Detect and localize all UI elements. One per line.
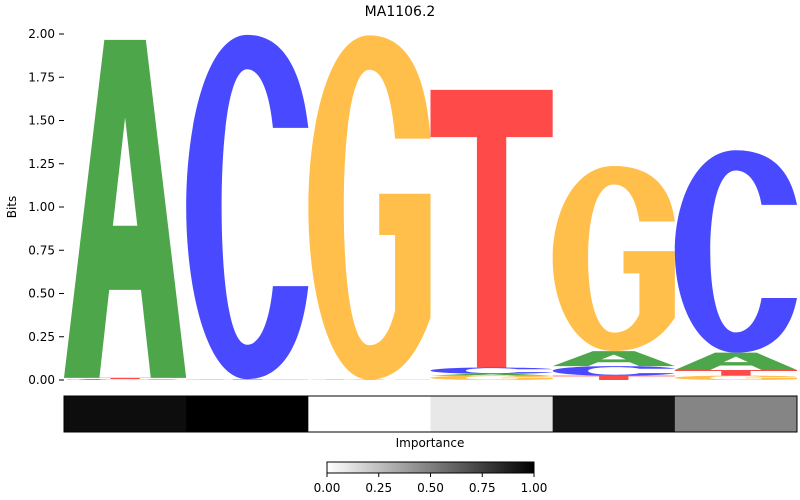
colorbar-tick-label: 0.75 (469, 481, 496, 495)
logo-letter-c (552, 366, 675, 376)
colorbar (326, 461, 535, 474)
logo-letter-t (674, 369, 797, 376)
sequence-logo (64, 34, 797, 381)
logo-letter-c (430, 367, 553, 374)
y-tick-label: 1.50 (28, 114, 55, 128)
logo-letter-c (186, 34, 309, 380)
logo-letter-g (674, 375, 797, 381)
colorbar-ticks: 0.00 0.25 0.50 0.75 1.00 (314, 473, 548, 495)
logo-letter-g (552, 166, 675, 352)
y-tick-label: 0.25 (28, 330, 55, 344)
heatmap-cell (430, 396, 554, 432)
y-tick-label: 0.00 (28, 373, 55, 387)
logo-letter-t (430, 89, 553, 368)
heatmap-frame (63, 395, 798, 433)
logo-letter-a (430, 373, 553, 376)
logo-letter-a (552, 351, 675, 367)
y-tick-label: 1.75 (28, 70, 55, 84)
y-tick-label: 1.25 (28, 157, 55, 171)
logo-letter-t (552, 375, 675, 381)
chart-title: MA1106.2 (365, 4, 436, 20)
heatmap-cell (186, 396, 309, 432)
logo-letter-t (186, 379, 309, 380)
colorbar-tick-label: 1.00 (521, 481, 548, 495)
y-axis-label: Bits (5, 196, 19, 219)
colorbar-tick-label: 0.00 (314, 481, 341, 495)
logo-letter-a (64, 39, 187, 378)
logo-letter-t (64, 377, 187, 379)
importance-heatmap (64, 396, 798, 432)
y-tick-label: 0.50 (28, 287, 55, 301)
logo-letter-c (64, 378, 187, 380)
y-tick-label: 1.00 (28, 200, 55, 214)
logo-letter-a (674, 352, 797, 370)
heatmap-cell (674, 396, 798, 432)
heatmap-cell (64, 396, 187, 432)
colorbar-tick-label: 0.50 (417, 481, 444, 495)
heatmap-cell (308, 396, 431, 432)
importance-label: Importance (396, 436, 465, 450)
logo-letter-g (430, 375, 553, 381)
y-tick-label: 2.00 (28, 27, 55, 41)
logo-letter-g (64, 379, 187, 380)
colorbar-tick-label: 0.25 (365, 481, 392, 495)
logo-letter-c (674, 150, 797, 353)
heatmap-cell (552, 396, 676, 432)
y-axis: 0.00 0.25 0.50 0.75 1.00 1.25 1.50 1.75 2.00 (28, 27, 64, 387)
y-tick-label: 0.75 (28, 243, 55, 257)
logo-letter-g (308, 35, 431, 380)
